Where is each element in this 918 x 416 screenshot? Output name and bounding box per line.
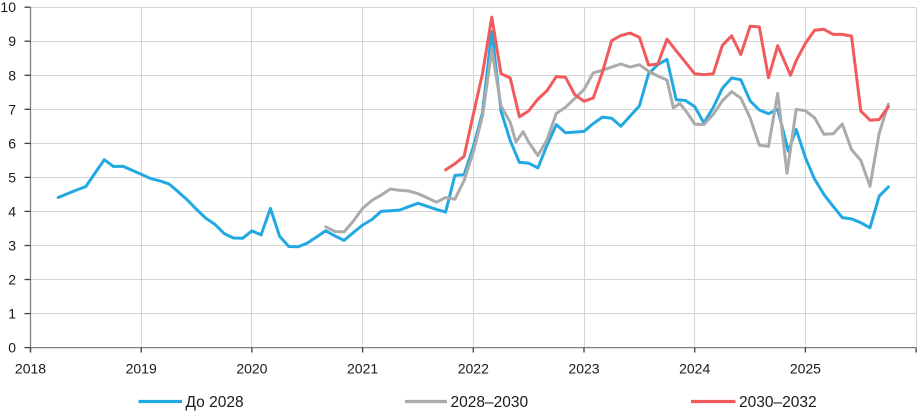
svg-text:2028–2030: 2028–2030 bbox=[451, 394, 529, 411]
svg-text:9: 9 bbox=[8, 33, 16, 49]
svg-text:2030–2032: 2030–2032 bbox=[739, 394, 817, 411]
svg-text:2018: 2018 bbox=[15, 361, 46, 377]
svg-text:5: 5 bbox=[8, 169, 16, 185]
svg-text:8: 8 bbox=[8, 67, 16, 83]
svg-text:2021: 2021 bbox=[347, 361, 378, 377]
svg-text:До 2028: До 2028 bbox=[186, 394, 244, 411]
svg-text:2019: 2019 bbox=[126, 361, 157, 377]
svg-text:10: 10 bbox=[0, 0, 16, 15]
svg-text:3: 3 bbox=[8, 238, 16, 254]
svg-text:2: 2 bbox=[8, 272, 16, 288]
svg-text:2024: 2024 bbox=[679, 361, 710, 377]
svg-text:6: 6 bbox=[8, 135, 16, 151]
svg-text:4: 4 bbox=[8, 203, 16, 219]
svg-text:0: 0 bbox=[8, 340, 16, 356]
svg-text:2020: 2020 bbox=[236, 361, 267, 377]
svg-text:2022: 2022 bbox=[458, 361, 489, 377]
svg-text:2025: 2025 bbox=[790, 361, 821, 377]
svg-text:1: 1 bbox=[8, 306, 16, 322]
svg-text:7: 7 bbox=[8, 101, 16, 117]
svg-text:2023: 2023 bbox=[568, 361, 599, 377]
